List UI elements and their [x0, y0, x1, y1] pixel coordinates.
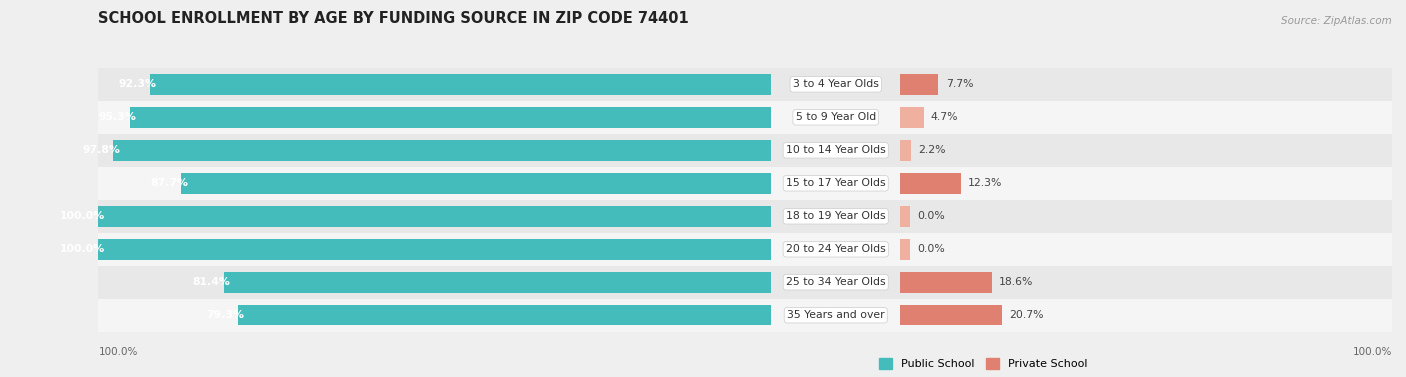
Bar [900, 233, 1392, 266]
Text: 0.0%: 0.0% [918, 211, 945, 221]
Text: 100.0%: 100.0% [60, 211, 105, 221]
Bar [129, 107, 770, 127]
Bar [770, 299, 900, 332]
Bar [900, 299, 1392, 332]
Text: 2.2%: 2.2% [918, 145, 946, 155]
Bar [98, 233, 770, 266]
Bar [98, 68, 770, 101]
Bar [98, 239, 770, 259]
Bar [770, 233, 900, 266]
Text: 79.3%: 79.3% [207, 310, 245, 320]
Bar [770, 266, 900, 299]
Bar [770, 68, 900, 101]
Text: 100.0%: 100.0% [98, 347, 138, 357]
Bar [98, 200, 770, 233]
Text: 12.3%: 12.3% [969, 178, 1002, 188]
Bar [900, 140, 911, 161]
Bar [900, 305, 1002, 325]
Text: 97.8%: 97.8% [82, 145, 120, 155]
Text: 18 to 19 Year Olds: 18 to 19 Year Olds [786, 211, 886, 221]
Text: 15 to 17 Year Olds: 15 to 17 Year Olds [786, 178, 886, 188]
Legend: Public School, Private School: Public School, Private School [875, 353, 1092, 374]
Text: 18.6%: 18.6% [1000, 277, 1033, 287]
Bar [114, 140, 770, 161]
Bar [98, 299, 770, 332]
Text: 92.3%: 92.3% [120, 79, 157, 89]
Text: 100.0%: 100.0% [60, 244, 105, 254]
Bar [98, 134, 770, 167]
Bar [238, 305, 770, 325]
Bar [770, 200, 900, 233]
Text: 100.0%: 100.0% [1353, 347, 1392, 357]
Bar [900, 167, 1392, 200]
Text: 7.7%: 7.7% [946, 79, 973, 89]
Bar [98, 167, 770, 200]
Text: 25 to 34 Year Olds: 25 to 34 Year Olds [786, 277, 886, 287]
Bar [770, 167, 900, 200]
Bar [900, 101, 1392, 134]
Bar [900, 107, 924, 127]
Bar [900, 266, 1392, 299]
Text: 5 to 9 Year Old: 5 to 9 Year Old [796, 112, 876, 123]
Text: 87.7%: 87.7% [150, 178, 188, 188]
Text: 20 to 24 Year Olds: 20 to 24 Year Olds [786, 244, 886, 254]
Bar [900, 272, 991, 293]
Text: 3 to 4 Year Olds: 3 to 4 Year Olds [793, 79, 879, 89]
Text: 20.7%: 20.7% [1010, 310, 1045, 320]
Text: 81.4%: 81.4% [193, 277, 231, 287]
Bar [900, 74, 938, 95]
Bar [181, 173, 770, 193]
Bar [900, 206, 910, 227]
Text: 95.3%: 95.3% [98, 112, 136, 123]
Bar [150, 74, 770, 95]
Text: Source: ZipAtlas.com: Source: ZipAtlas.com [1281, 16, 1392, 26]
Text: 10 to 14 Year Olds: 10 to 14 Year Olds [786, 145, 886, 155]
Bar [98, 206, 770, 227]
Bar [770, 101, 900, 134]
Bar [900, 134, 1392, 167]
Bar [900, 239, 910, 259]
Bar [900, 200, 1392, 233]
Bar [224, 272, 770, 293]
Bar [98, 101, 770, 134]
Bar [98, 266, 770, 299]
Text: 35 Years and over: 35 Years and over [787, 310, 884, 320]
Text: 0.0%: 0.0% [918, 244, 945, 254]
Bar [900, 173, 960, 193]
Text: SCHOOL ENROLLMENT BY AGE BY FUNDING SOURCE IN ZIP CODE 74401: SCHOOL ENROLLMENT BY AGE BY FUNDING SOUR… [98, 11, 689, 26]
Bar [900, 68, 1392, 101]
Bar [770, 134, 900, 167]
Text: 4.7%: 4.7% [931, 112, 959, 123]
